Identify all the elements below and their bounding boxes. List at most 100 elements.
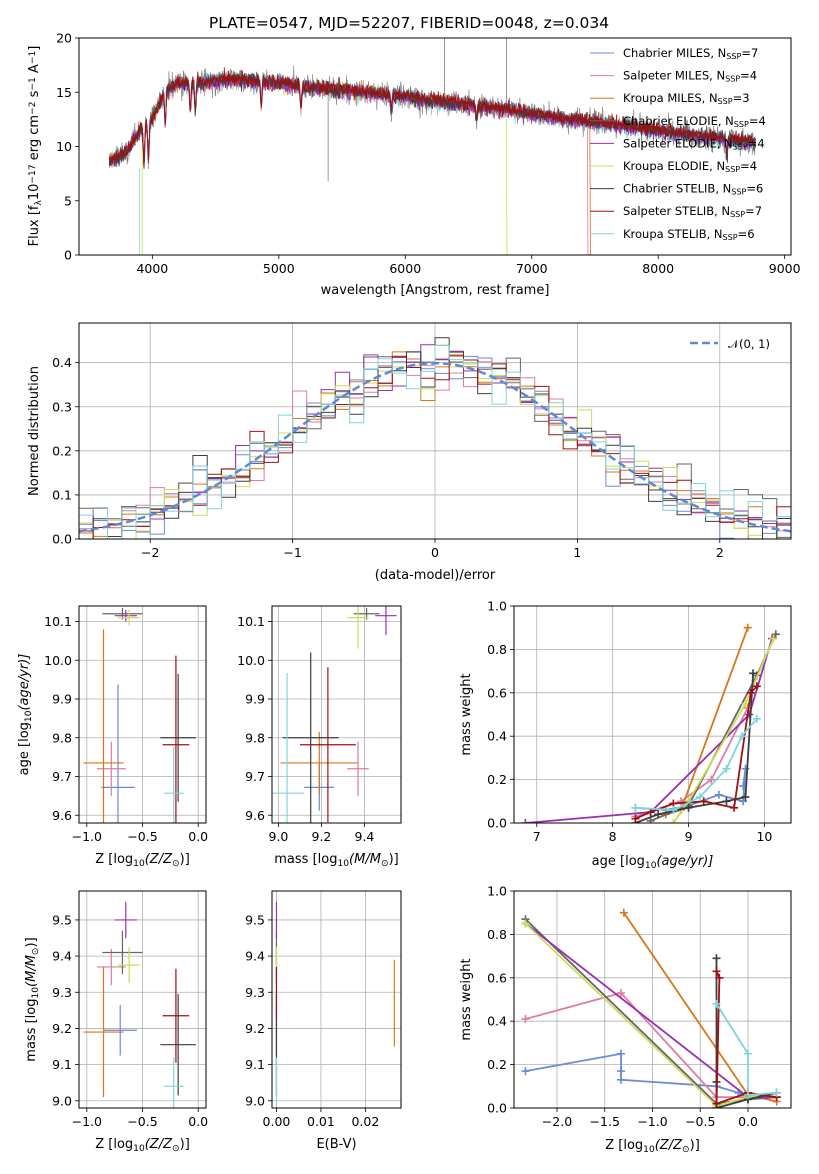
x-axis-label-part: (Z/Z — [145, 1137, 173, 1152]
x-tick-label: 9 — [685, 829, 693, 844]
y-tick-label: 9.8 — [245, 730, 265, 745]
legend-label-sub: SSP — [718, 97, 733, 106]
x-axis-label-part: Z [log — [95, 1137, 133, 1152]
weight-marker-krou_stelib — [712, 999, 721, 1008]
y-tick-label: 10 — [56, 139, 72, 154]
x-axis-label-part: )] — [180, 1137, 190, 1152]
x-axis-label-part: )] — [389, 852, 399, 867]
y-axis-label: Normed distribution — [27, 366, 42, 496]
panel-residuals: −2 −1 0 1 2 0.0 0.1 0.2 0.3 0.4 (data-model)/error… — [27, 322, 792, 583]
legend-label-sub: SSP — [733, 143, 748, 152]
weight-marker-salp_miles — [707, 775, 716, 784]
y-axis-label-part: 10 — [24, 710, 34, 722]
y-tick-label: 9.9 — [245, 692, 265, 707]
y-tick-label: 0 — [64, 248, 72, 263]
legend-label-main: Salpeter ELODIE, N — [623, 136, 733, 150]
x-tick-label: −2 — [141, 545, 159, 560]
weight-marker-chab_stelib — [654, 810, 663, 819]
weight-marker-chab_miles — [616, 1049, 625, 1058]
y-tick-label: 9.5 — [245, 912, 265, 927]
x-axis-label-part: 10 — [645, 861, 657, 871]
x-tick-label: 0 — [431, 545, 439, 560]
weight-marker-chab_stelib — [749, 669, 758, 678]
y-tick-label: 15 — [56, 85, 72, 100]
x-tick-label: −1.5 — [590, 1114, 620, 1129]
weight-marker-salp_stelib — [631, 814, 640, 823]
legend-label-main: Chabrier ELODIE, N — [623, 114, 734, 128]
x-tick-label: −0.5 — [127, 829, 157, 844]
legend-label-main: Kroupa STELIB, N — [623, 227, 723, 241]
x-axis-label-part: ⊙ — [682, 1145, 690, 1155]
x-axis-label-part: ⊙ — [172, 859, 180, 869]
weight-line-chab_stelib — [715, 958, 777, 1108]
legend-label-suffix: =7 — [745, 204, 762, 218]
legend-label-sub: SSP — [730, 210, 745, 219]
x-tick-label: 0.00 — [263, 1114, 291, 1129]
legend-label: Kroupa ELODIE, NSSP=4 — [623, 159, 757, 174]
y-tick-label: 0.6 — [487, 970, 507, 985]
weight-marker-salp_stelib — [699, 797, 708, 806]
weight-marker-chab_miles — [521, 1067, 530, 1076]
x-axis-label-part: 10 — [133, 859, 145, 869]
y-axis-label: mass weight — [459, 673, 474, 755]
weight-marker-krou_stelib — [752, 714, 761, 723]
y-axis-label-part: s — [27, 90, 42, 101]
x-tick-label: 9.2 — [312, 829, 332, 844]
weight-marker-chab_miles — [739, 797, 748, 806]
legend-label: Salpeter MILES, NSSP=4 — [623, 69, 757, 84]
plot-area — [272, 606, 401, 823]
y-tick-label: 0.4 — [487, 729, 507, 744]
weight-marker-krou_stelib — [695, 792, 704, 801]
y-tick-label: 9.3 — [245, 985, 265, 1000]
x-axis-label-part: mass [log — [274, 852, 337, 867]
legend-label-main: Kroupa MILES, N — [623, 91, 718, 105]
panel-mass_vs_ebv: 0.00 0.01 0.02 9.0 9.1 9.2 9.3 9.4 9.5 E(B-V) — [245, 890, 402, 1152]
y-tick-label: 9.6 — [52, 808, 72, 823]
weight-marker-chab_miles — [714, 790, 723, 799]
model-line-salp_stelib — [109, 67, 756, 166]
weight-line-chab_stelib — [635, 673, 754, 823]
y-tick-label: 0.2 — [52, 443, 72, 458]
y-tick-label: 1.0 — [487, 884, 507, 899]
weight-marker-salp_stelib — [712, 967, 721, 976]
legend-label-sub: SSP — [725, 75, 740, 84]
weight-marker-krou_elodie — [741, 699, 750, 708]
weight-marker-salp_elodie — [745, 710, 754, 719]
x-tick-label: 0.0 — [188, 1114, 208, 1129]
plot-area — [79, 606, 206, 823]
x-tick-label: 7 — [533, 829, 541, 844]
y-tick-label: 0.0 — [487, 1101, 507, 1116]
y-tick-label: 0.2 — [487, 1057, 507, 1072]
histogram-step-krou_elodie — [79, 344, 791, 539]
weight-marker-chab_stelib — [712, 954, 721, 963]
weight-marker-krou_stelib — [631, 803, 640, 812]
weight-line-krou_elodie — [672, 638, 775, 823]
y-axis-label-part: −17 — [28, 164, 38, 183]
x-tick-label: 2 — [716, 545, 724, 560]
legend-label-suffix: =4 — [749, 114, 766, 128]
x-axis-label-part: (Z/Z — [145, 852, 173, 867]
y-axis-label-part: A — [27, 64, 42, 77]
y-tick-label: 0.4 — [52, 355, 72, 370]
x-axis-label-part: )] — [180, 852, 190, 867]
plot-area — [514, 606, 791, 823]
x-tick-label: −2.0 — [542, 1114, 572, 1129]
x-axis-label-part: 10 — [643, 1145, 655, 1155]
x-axis-label-part: Z [log — [95, 852, 133, 867]
legend-label-main: Kroupa ELODIE, N — [623, 159, 725, 173]
panel-weight_vs_Z: −2.0 −1.5 −1.0 −0.5 0.0 0.0 0.2 0.4 0.6 0.8 1.0 Z [… — [459, 884, 792, 1155]
y-tick-label: 0.1 — [52, 487, 72, 502]
legend-label-suffix: =7 — [741, 46, 758, 60]
axes-frame — [513, 890, 792, 1109]
weight-marker-krou_stelib — [744, 1049, 753, 1058]
y-tick-label: 9.8 — [52, 730, 72, 745]
legend-label-suffix: =4 — [740, 159, 757, 173]
legend-label-main: Chabrier MILES, N — [623, 46, 726, 60]
weight-marker-chab_stelib — [684, 803, 693, 812]
y-tick-label: 9.3 — [52, 985, 72, 1000]
x-tick-label: 4000 — [136, 261, 168, 276]
x-axis-label: Z [log10(Z/Z⊙)] — [605, 1138, 700, 1155]
y-tick-label: 0.8 — [487, 927, 507, 942]
